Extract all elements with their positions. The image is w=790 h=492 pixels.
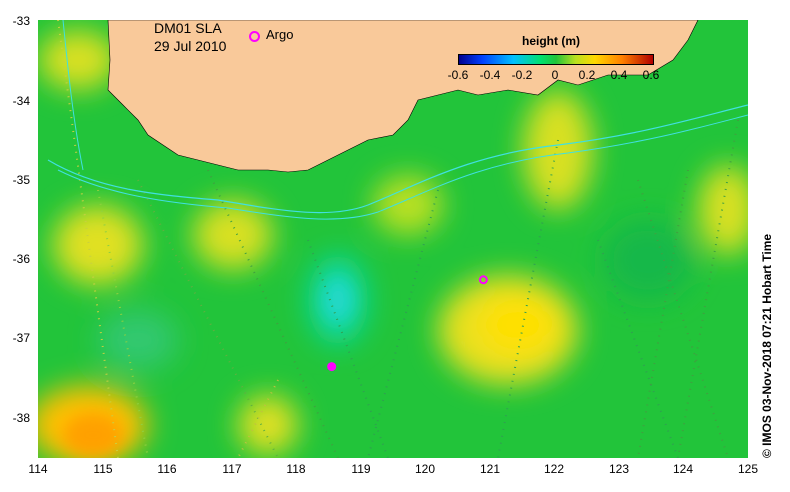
sla-map-svg	[38, 20, 748, 458]
colorbar-tick: -0.6	[447, 68, 469, 82]
map-title: DM01 SLA	[154, 20, 222, 36]
x-tick-label: 119	[351, 462, 371, 476]
colorbar-tick: 0	[551, 68, 559, 82]
x-tick-label: 125	[737, 462, 759, 476]
map-area[interactable]	[38, 20, 748, 458]
argo-float-marker[interactable]	[478, 275, 488, 285]
x-tick-label: 117	[222, 462, 242, 476]
argo-float-marker[interactable]	[327, 362, 337, 372]
x-tick-label: 116	[157, 462, 177, 476]
x-tick-label: 114	[28, 462, 48, 476]
colorbar-tick: -0.4	[479, 68, 501, 82]
colorbar-tick: -0.2	[511, 68, 533, 82]
x-tick-label: 121	[479, 462, 501, 476]
x-tick-label: 120	[414, 462, 436, 476]
colorbar-tick: 0.6	[642, 68, 660, 82]
y-tick-label: -36	[12, 252, 30, 266]
bathymetry-contour-1	[47, 104, 748, 214]
y-tick-label: -38	[12, 411, 30, 425]
argo-legend-icon	[249, 31, 260, 42]
imos-credit: © IMOS 03-Nov-2018 07:21 Hobart Time	[760, 233, 774, 458]
colorbar-tick: 0.4	[610, 68, 628, 82]
x-tick-label: 124	[672, 462, 694, 476]
bathymetry-contour-2	[57, 114, 748, 220]
colorbar-tick: 0.2	[578, 68, 596, 82]
y-tick-label: -33	[12, 14, 30, 28]
y-tick-label: -37	[12, 331, 30, 345]
map-date: 29 Jul 2010	[154, 38, 227, 54]
y-tick-label: -35	[12, 173, 30, 187]
y-tick-label: -34	[12, 94, 30, 108]
colorbar	[458, 54, 654, 65]
x-tick-label: 118	[286, 462, 306, 476]
argo-floats	[327, 275, 488, 372]
altimeter-tracks	[57, 20, 739, 458]
x-tick-label: 123	[608, 462, 630, 476]
argo-legend-label: Argo	[266, 27, 294, 42]
x-tick-label: 122	[543, 462, 565, 476]
x-tick-label: 115	[93, 462, 113, 476]
colorbar-title: height (m)	[522, 34, 580, 48]
